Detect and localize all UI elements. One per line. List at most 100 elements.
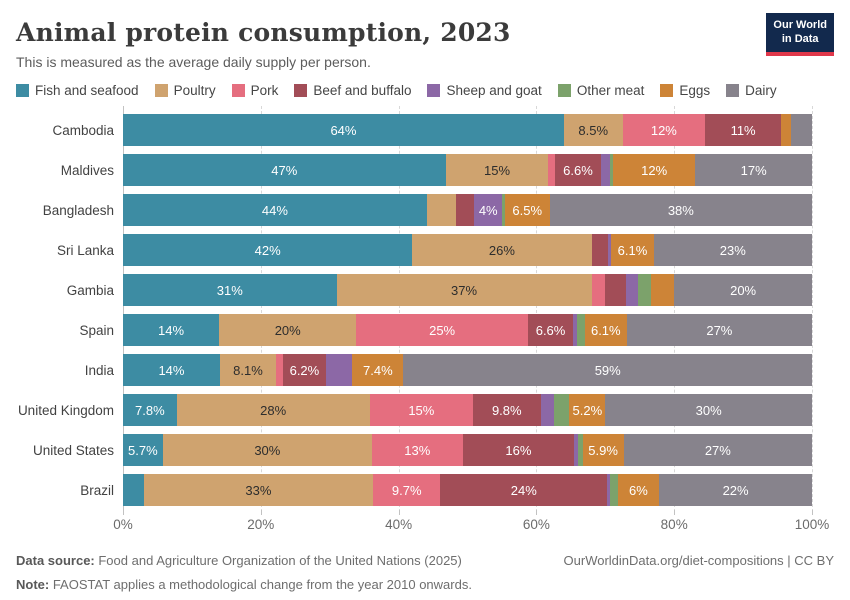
bar-segment-brazil-dairy[interactable]: 22%	[659, 474, 812, 506]
bar-segment-cambodia-eggs[interactable]	[781, 114, 792, 146]
owid-logo[interactable]: Our World in Data	[766, 13, 834, 56]
bar-segment-maldives-beef-and-buffalo[interactable]: 6.6%	[555, 154, 601, 186]
bar-segment-united-kingdom-other-meat[interactable]	[554, 394, 570, 426]
legend-label: Poultry	[173, 83, 216, 98]
bar-segment-india-beef-and-buffalo[interactable]: 6.2%	[282, 354, 326, 386]
legend-item-fish-and-seafood[interactable]: Fish and seafood	[16, 83, 139, 98]
bar-track-india: 14% 8.1% 6.2% 7.4% 59%	[123, 354, 812, 386]
bar-segment-cambodia-dairy[interactable]	[791, 114, 812, 146]
bar-segment-sri-lanka-poultry[interactable]: 26%	[412, 234, 592, 266]
country-label-brazil[interactable]: Brazil	[80, 482, 114, 498]
chart-rows: Cambodia 64% 8.5% 12% 11% Maldives 47% 15% 6.6% 1…	[16, 106, 813, 512]
bar-segment-india-poultry[interactable]: 8.1%	[219, 354, 277, 386]
bar-segment-cambodia-poultry[interactable]: 8.5%	[563, 114, 623, 146]
bar-track-sri-lanka: 42% 26% 6.1% 23%	[123, 234, 812, 266]
bar-segment-bangladesh-fish-and-seafood[interactable]: 44%	[123, 194, 427, 226]
country-label-spain[interactable]: Spain	[79, 322, 114, 338]
legend-item-pork[interactable]: Pork	[231, 83, 278, 98]
bar-segment-united-states-sheep-and-goat[interactable]	[574, 434, 578, 466]
bar-segment-spain-fish-and-seafood[interactable]: 14%	[123, 314, 220, 346]
bar-segment-bangladesh-poultry[interactable]	[426, 194, 457, 226]
bar-segment-bangladesh-eggs[interactable]: 6.5%	[504, 194, 550, 226]
country-label-sri-lanka[interactable]: Sri Lanka	[56, 242, 114, 258]
bar-segment-bangladesh-other-meat[interactable]	[502, 194, 505, 226]
bar-segment-maldives-pork[interactable]	[548, 154, 556, 186]
bar-segment-gambia-sheep-and-goat[interactable]	[625, 274, 639, 306]
country-label-bangladesh[interactable]: Bangladesh	[42, 202, 114, 218]
legend-item-poultry[interactable]: Poultry	[154, 83, 216, 98]
bar-segment-united-kingdom-dairy[interactable]: 30%	[605, 394, 812, 426]
bar-segment-spain-sheep-and-goat[interactable]	[573, 314, 578, 346]
bar-segment-sri-lanka-sheep-and-goat[interactable]	[608, 234, 612, 266]
country-label-maldives[interactable]: Maldives	[60, 162, 114, 178]
bar-segment-india-sheep-and-goat[interactable]	[325, 354, 353, 386]
legend-item-beef-and-buffalo[interactable]: Beef and buffalo	[294, 83, 411, 98]
bar-segment-bangladesh-dairy[interactable]: 38%	[549, 194, 812, 226]
legend-item-eggs[interactable]: Eggs	[660, 83, 710, 98]
bar-segment-united-states-fish-and-seafood[interactable]: 5.7%	[123, 434, 163, 466]
bar-segment-united-states-eggs[interactable]: 5.9%	[582, 434, 624, 466]
bar-segment-gambia-beef-and-buffalo[interactable]	[605, 274, 626, 306]
bar-segment-sri-lanka-fish-and-seafood[interactable]: 42%	[123, 234, 413, 266]
bar-segment-gambia-fish-and-seafood[interactable]: 31%	[123, 274, 337, 306]
bar-segment-spain-dairy[interactable]: 27%	[626, 314, 812, 346]
bar-segment-brazil-sheep-and-goat[interactable]	[607, 474, 610, 506]
bar-segment-united-kingdom-fish-and-seafood[interactable]: 7.8%	[123, 394, 177, 426]
bar-segment-united-states-dairy[interactable]: 27%	[623, 434, 812, 466]
bar-segment-gambia-other-meat[interactable]	[638, 274, 652, 306]
bar-segment-brazil-eggs[interactable]: 6%	[617, 474, 660, 506]
bar-segment-united-states-other-meat[interactable]	[577, 434, 583, 466]
bar-segment-united-kingdom-beef-and-buffalo[interactable]: 9.8%	[473, 394, 541, 426]
country-label-cambodia[interactable]: Cambodia	[52, 122, 114, 138]
bar-segment-maldives-sheep-and-goat[interactable]	[600, 154, 611, 186]
bar-segment-united-kingdom-eggs[interactable]: 5.2%	[569, 394, 606, 426]
bar-segment-bangladesh-sheep-and-goat[interactable]: 4%	[474, 194, 503, 226]
bar-segment-brazil-beef-and-buffalo[interactable]: 24%	[440, 474, 608, 506]
legend-item-other-meat[interactable]: Other meat	[557, 83, 644, 98]
bar-segment-sri-lanka-dairy[interactable]: 23%	[653, 234, 812, 266]
bar-segment-spain-eggs[interactable]: 6.1%	[584, 314, 627, 346]
axis-tick-label-20: 20%	[247, 517, 275, 532]
bar-segment-brazil-other-meat[interactable]	[609, 474, 618, 506]
bar-segment-gambia-dairy[interactable]: 20%	[674, 274, 813, 306]
bar-segment-spain-poultry[interactable]: 20%	[219, 314, 357, 346]
bar-segment-cambodia-pork[interactable]: 12%	[622, 114, 706, 146]
bar-segment-gambia-pork[interactable]	[591, 274, 606, 306]
bar-segment-gambia-poultry[interactable]: 37%	[336, 274, 592, 306]
bar-segment-united-kingdom-pork[interactable]: 15%	[369, 394, 473, 426]
bar-segment-maldives-eggs[interactable]: 12%	[613, 154, 696, 186]
bar-segment-india-dairy[interactable]: 59%	[403, 354, 812, 386]
bar-segment-united-kingdom-poultry[interactable]: 28%	[176, 394, 370, 426]
bar-segment-spain-beef-and-buffalo[interactable]: 6.6%	[527, 314, 574, 346]
bar-segment-cambodia-fish-and-seafood[interactable]: 64%	[123, 114, 564, 146]
legend-item-dairy[interactable]: Dairy	[726, 83, 777, 98]
bar-segment-united-kingdom-sheep-and-goat[interactable]	[540, 394, 555, 426]
country-label-india[interactable]: India	[84, 362, 114, 378]
bar-segment-india-pork[interactable]	[276, 354, 283, 386]
bar-segment-brazil-pork[interactable]: 9.7%	[373, 474, 441, 506]
bar-segment-brazil-fish-and-seafood[interactable]	[123, 474, 144, 506]
bar-segment-maldives-other-meat[interactable]	[610, 154, 613, 186]
bar-segment-maldives-dairy[interactable]: 17%	[695, 154, 812, 186]
bar-segment-india-fish-and-seafood[interactable]: 14%	[123, 354, 220, 386]
country-label-united-states[interactable]: United States	[32, 442, 114, 458]
bar-segment-united-states-beef-and-buffalo[interactable]: 16%	[462, 434, 575, 466]
bar-segment-sri-lanka-beef-and-buffalo[interactable]	[591, 234, 609, 266]
bar-segment-united-states-poultry[interactable]: 30%	[162, 434, 372, 466]
legend-item-sheep-and-goat[interactable]: Sheep and goat	[427, 83, 542, 98]
bar-segment-cambodia-beef-and-buffalo[interactable]: 11%	[705, 114, 781, 146]
bar-segment-spain-other-meat[interactable]	[577, 314, 585, 346]
bar-segment-india-eggs[interactable]: 7.4%	[352, 354, 404, 386]
bar-segment-maldives-poultry[interactable]: 15%	[445, 154, 549, 186]
bar-segment-united-states-pork[interactable]: 13%	[371, 434, 463, 466]
credit-link[interactable]: OurWorldinData.org/diet-compositions | C…	[563, 553, 834, 568]
bar-segment-bangladesh-beef-and-buffalo[interactable]	[456, 194, 475, 226]
bar-segment-brazil-poultry[interactable]: 33%	[143, 474, 374, 506]
country-label-united-kingdom[interactable]: United Kingdom	[17, 402, 114, 418]
bar-segment-maldives-fish-and-seafood[interactable]: 47%	[123, 154, 446, 186]
country-label-gambia[interactable]: Gambia	[66, 282, 114, 298]
gridline-40	[398, 106, 400, 512]
bar-segment-sri-lanka-eggs[interactable]: 6.1%	[611, 234, 654, 266]
bar-segment-gambia-eggs[interactable]	[651, 274, 675, 306]
bar-segment-spain-pork[interactable]: 25%	[356, 314, 528, 346]
